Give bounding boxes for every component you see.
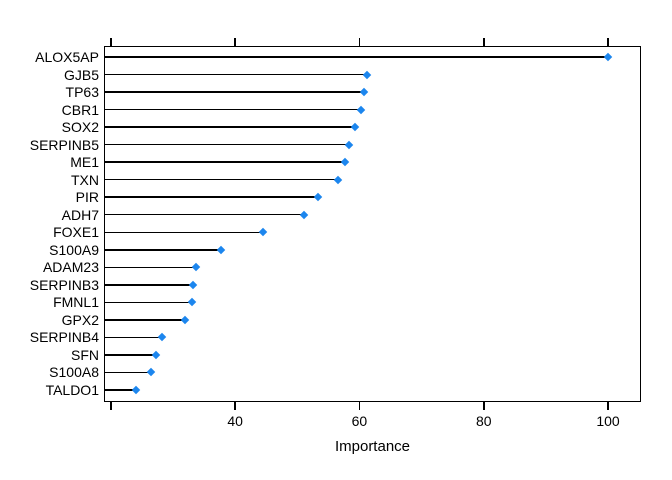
y-tick-label: S100A9 bbox=[49, 241, 99, 258]
x-tick-label: 40 bbox=[227, 413, 243, 429]
x-tick-top bbox=[483, 38, 485, 46]
x-tick-top bbox=[358, 38, 361, 46]
lollipop-line bbox=[104, 336, 162, 339]
y-tick-label: ADH7 bbox=[61, 206, 99, 223]
y-tick-label: SERPINB5 bbox=[29, 136, 99, 153]
y-tick-label: GPX2 bbox=[61, 311, 99, 328]
lollipop-line bbox=[104, 161, 345, 163]
y-tick-label: ALOX5AP bbox=[35, 49, 99, 65]
lollipop-line bbox=[104, 354, 156, 356]
y-tick-label: FOXE1 bbox=[53, 224, 99, 241]
x-tick-top bbox=[234, 38, 236, 46]
y-tick-label: TXN bbox=[71, 171, 99, 188]
y-tick-label: SERPINB3 bbox=[29, 276, 99, 293]
x-tick-top bbox=[110, 38, 112, 46]
lollipop-line bbox=[104, 266, 196, 269]
x-tick-bottom bbox=[110, 402, 112, 410]
lollipop-line bbox=[104, 56, 609, 58]
x-tick-label: 60 bbox=[351, 413, 368, 429]
plot-area bbox=[104, 46, 641, 402]
lollipop-line bbox=[104, 371, 152, 374]
y-tick-label: ADAM23 bbox=[42, 259, 99, 276]
y-tick-label: ME1 bbox=[70, 154, 99, 171]
lollipop-line bbox=[104, 389, 136, 391]
lollipop-line bbox=[104, 284, 193, 286]
x-tick-label: 80 bbox=[475, 413, 492, 429]
y-tick-label: CBR1 bbox=[61, 101, 99, 118]
lollipop-line bbox=[104, 319, 186, 321]
y-tick-label: SFN bbox=[71, 346, 99, 363]
lollipop-line bbox=[104, 213, 304, 216]
y-tick-label: TP63 bbox=[65, 84, 99, 101]
y-tick-label: SOX2 bbox=[61, 119, 99, 136]
x-tick-bottom bbox=[234, 402, 236, 410]
lollipop-line bbox=[104, 143, 349, 146]
x-tick-bottom bbox=[358, 402, 361, 410]
y-tick-label: TALDO1 bbox=[45, 382, 99, 398]
x-tick-label: 100 bbox=[596, 413, 620, 429]
lollipop-line bbox=[104, 91, 364, 93]
x-tick-top bbox=[607, 38, 609, 46]
x-axis-title: Importance bbox=[334, 438, 411, 455]
lollipop-line bbox=[104, 196, 318, 198]
y-tick-label: FMNL1 bbox=[53, 294, 99, 311]
y-tick-label: SERPINB4 bbox=[29, 329, 99, 346]
lollipop-line bbox=[104, 249, 221, 251]
lollipop-line bbox=[104, 108, 361, 111]
lollipop-line bbox=[104, 178, 339, 181]
lollipop-line bbox=[104, 301, 192, 304]
y-tick-label: S100A8 bbox=[49, 364, 99, 381]
lollipop-line bbox=[104, 231, 264, 233]
x-tick-bottom bbox=[607, 402, 609, 410]
x-tick-bottom bbox=[483, 402, 485, 410]
y-tick-label: GJB5 bbox=[63, 66, 99, 83]
y-tick-label: PIR bbox=[75, 189, 99, 206]
lollipop-line bbox=[104, 73, 367, 76]
lollipop-line bbox=[104, 126, 356, 128]
